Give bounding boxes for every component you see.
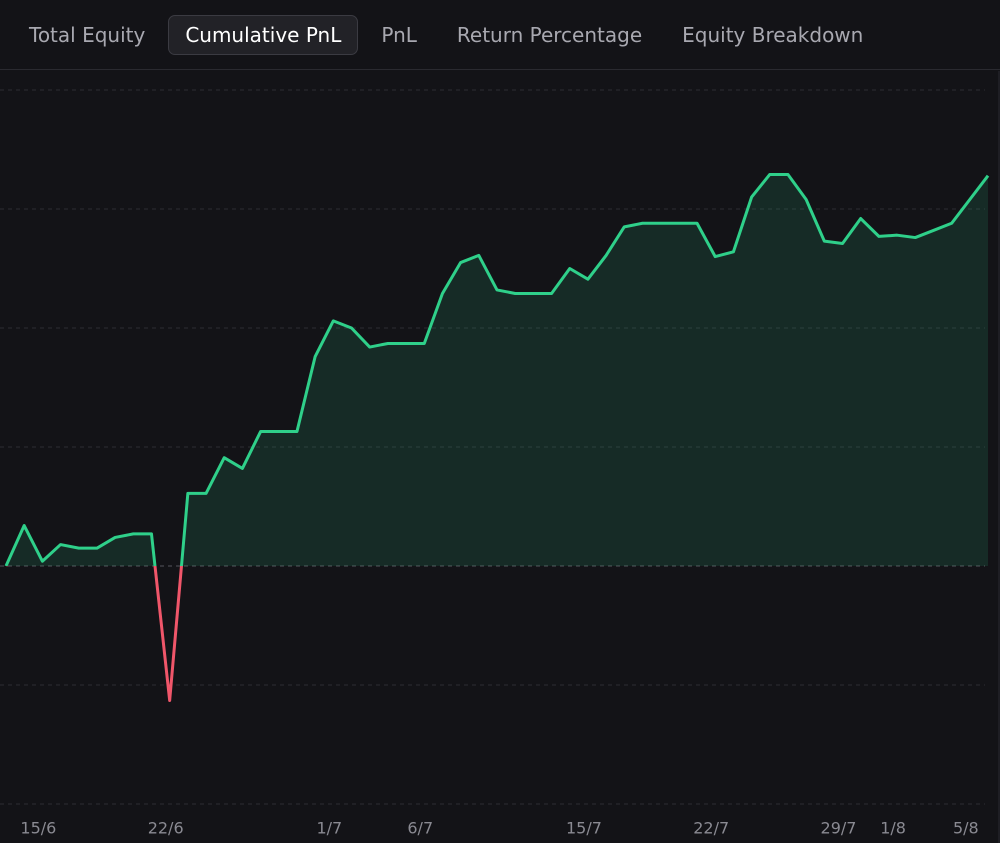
x-tick-label: 5/8: [953, 819, 979, 838]
x-tick-label: 22/7: [693, 819, 729, 838]
x-tick-label: 15/7: [566, 819, 602, 838]
x-tick-label: 6/7: [407, 819, 433, 838]
line: [4, 172, 990, 566]
line-negative: [6, 566, 183, 702]
tab[interactable]: PnL: [381, 22, 417, 47]
tab[interactable]: Return Percentage: [456, 22, 643, 47]
x-tick-label: 22/6: [148, 819, 184, 838]
tab[interactable]: Cumulative PnL: [168, 14, 359, 55]
tab-bar: Total Equity Cumulative PnL PnL Return Perc…: [0, 0, 1000, 70]
tab[interactable]: Equity Breakdown: [682, 22, 864, 47]
x-tick-label: 29/7: [821, 819, 857, 838]
x-tick-label: 1/8: [880, 819, 906, 838]
tab[interactable]: Total Equity: [29, 22, 146, 47]
x-tick-label: 15/6: [20, 819, 56, 838]
x-tick-label: 1/7: [316, 819, 342, 838]
area: [6, 174, 988, 566]
